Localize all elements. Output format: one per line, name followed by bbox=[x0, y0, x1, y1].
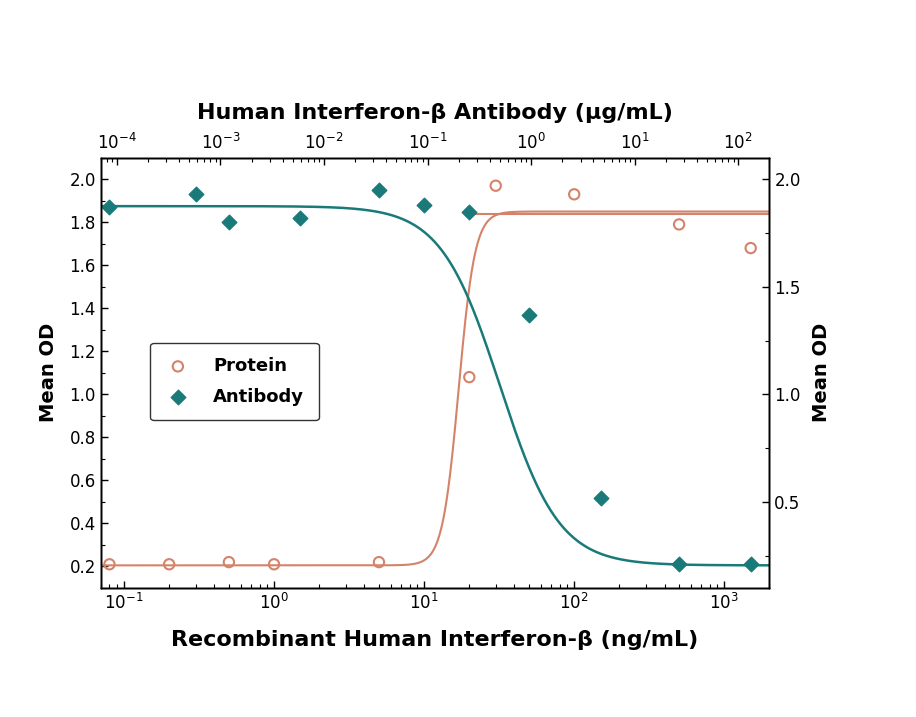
Antibody bbox=[293, 212, 308, 224]
Y-axis label: Mean OD: Mean OD bbox=[39, 323, 59, 422]
Legend: Protein, Antibody: Protein, Antibody bbox=[150, 343, 319, 420]
Protein bbox=[744, 242, 758, 254]
Protein bbox=[267, 559, 281, 570]
Antibody bbox=[372, 184, 387, 196]
Protein bbox=[488, 180, 503, 191]
Antibody bbox=[522, 309, 537, 320]
Protein bbox=[671, 219, 686, 230]
Antibody bbox=[189, 189, 203, 200]
Antibody bbox=[103, 201, 117, 213]
X-axis label: Human Interferon-β Antibody (μg/mL): Human Interferon-β Antibody (μg/mL) bbox=[197, 103, 673, 123]
Antibody bbox=[417, 199, 431, 211]
Antibody bbox=[462, 206, 476, 217]
Protein bbox=[103, 559, 117, 570]
Y-axis label: Mean OD: Mean OD bbox=[812, 323, 831, 422]
Protein bbox=[162, 559, 177, 570]
Protein bbox=[462, 371, 476, 383]
Antibody bbox=[744, 559, 758, 570]
Protein bbox=[567, 189, 582, 200]
Protein bbox=[372, 556, 387, 568]
Antibody bbox=[222, 217, 236, 228]
Antibody bbox=[671, 559, 686, 570]
Antibody bbox=[594, 492, 608, 503]
X-axis label: Recombinant Human Interferon-β (ng/mL): Recombinant Human Interferon-β (ng/mL) bbox=[171, 630, 699, 650]
Protein bbox=[222, 556, 236, 568]
